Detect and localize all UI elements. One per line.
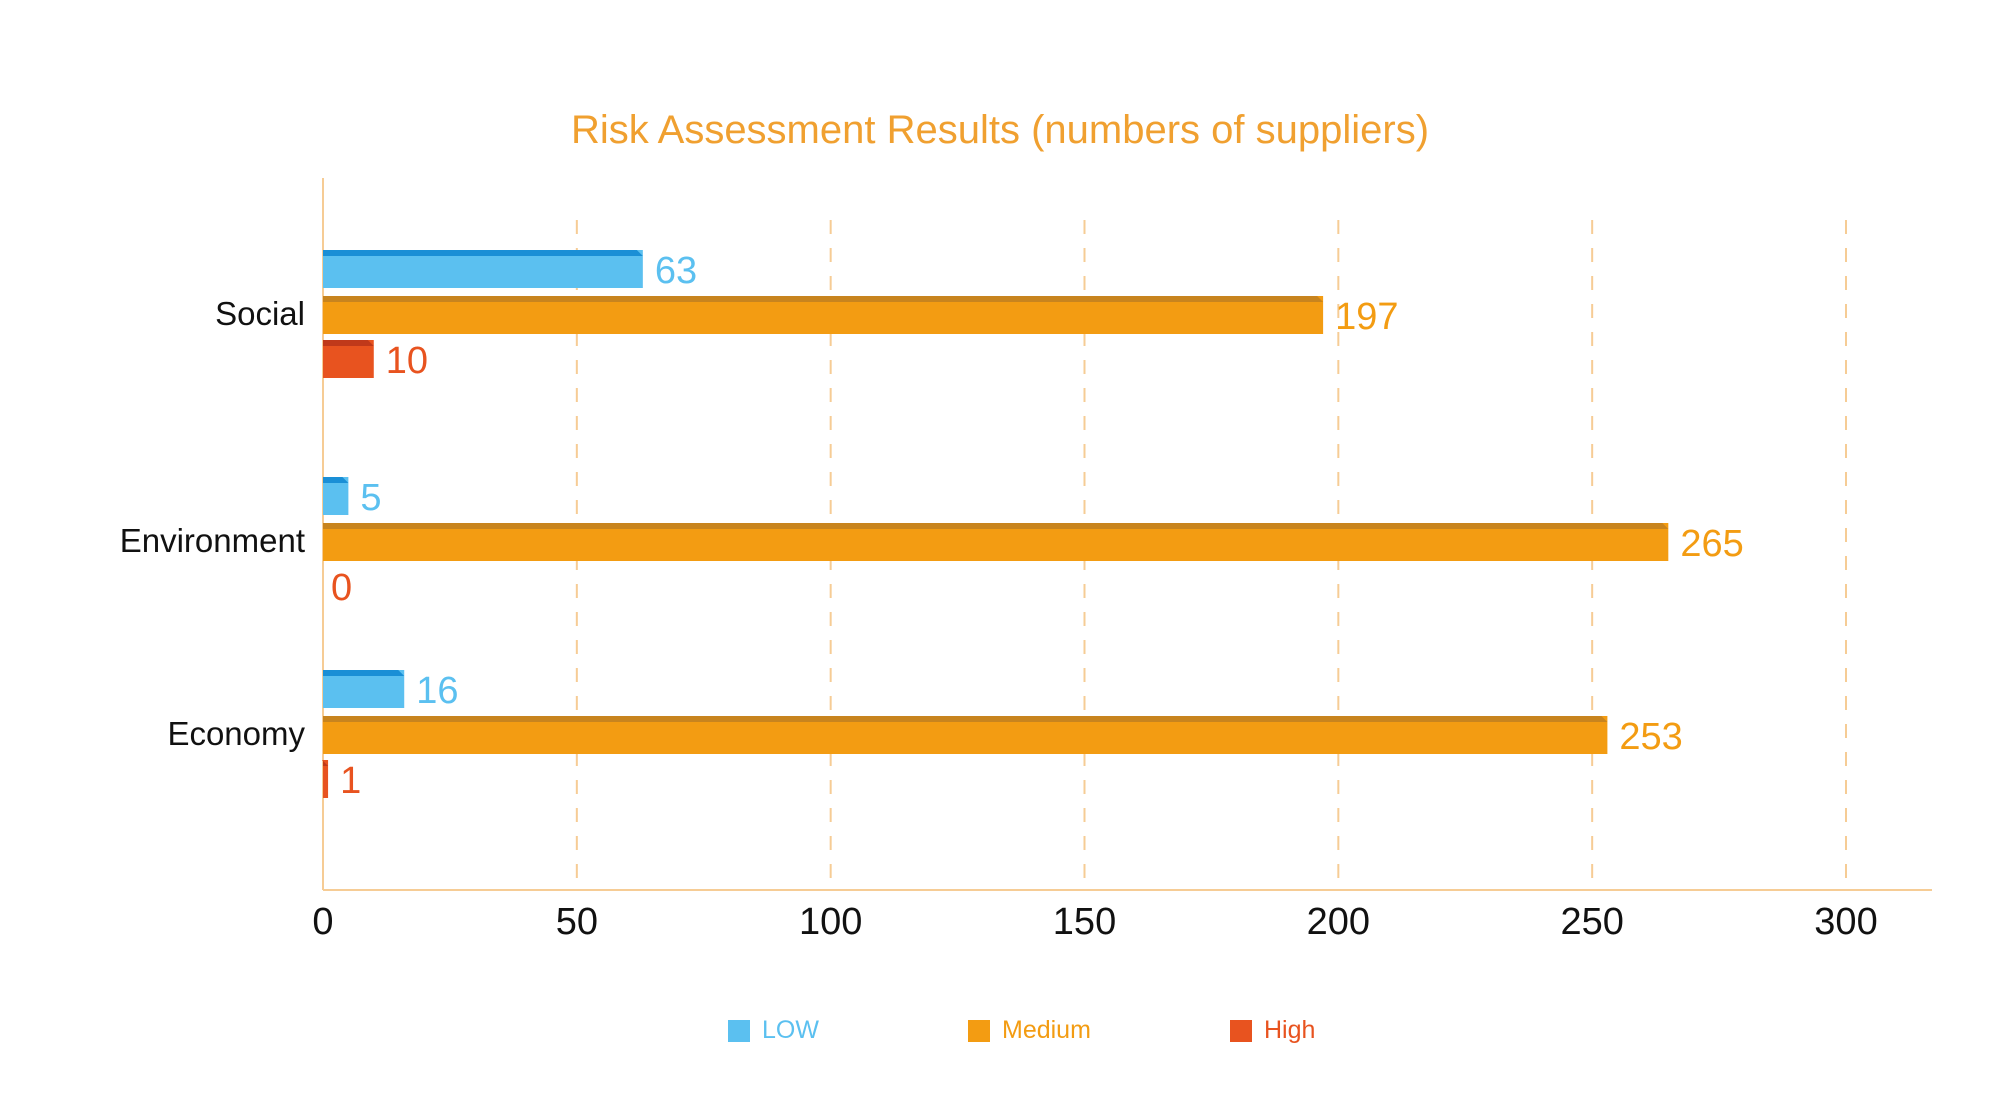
- category-label-environment: Environment: [120, 522, 305, 559]
- legend-swatch-medium: [968, 1019, 990, 1042]
- bar-top-medium-environment: [323, 523, 1669, 529]
- data-label-low-environment: 5: [360, 477, 381, 519]
- legend-swatch-high: [1230, 1019, 1252, 1042]
- bar-medium-economy: [323, 716, 1608, 754]
- x-tick-label: 100: [799, 901, 862, 943]
- bar-top-medium-social: [323, 296, 1324, 302]
- legend-swatch-low: [728, 1019, 750, 1042]
- legend-label-high: High: [1264, 1016, 1316, 1044]
- bar-top-medium-economy: [323, 716, 1608, 722]
- bar-high-economy: [323, 760, 329, 798]
- legend-item-medium: Medium: [968, 1016, 1091, 1045]
- bar-low-social: [323, 250, 643, 288]
- data-label-medium-environment: 265: [1680, 523, 1743, 565]
- bar-top-low-social: [323, 250, 643, 256]
- legend-label-low: LOW: [762, 1016, 819, 1044]
- x-tick-label: 50: [556, 901, 598, 943]
- bar-medium-social: [323, 296, 1324, 334]
- x-tick-label: 150: [1053, 901, 1116, 943]
- legend-item-low: LOW: [728, 1016, 819, 1045]
- data-label-low-social: 63: [655, 250, 697, 292]
- legend-item-high: High: [1230, 1016, 1315, 1045]
- data-label-high-social: 10: [386, 340, 428, 382]
- bar-high-social: [323, 340, 374, 378]
- legend-label-medium: Medium: [1002, 1016, 1091, 1044]
- data-label-medium-social: 197: [1335, 296, 1398, 338]
- bar-top-high-economy: [322, 760, 329, 766]
- data-label-high-environment: 0: [331, 567, 352, 609]
- chart-title: Risk Assessment Results (numbers of supp…: [570, 108, 1430, 152]
- data-label-low-economy: 16: [416, 670, 458, 712]
- data-label-medium-economy: 253: [1619, 716, 1682, 758]
- bar-top-high-social: [323, 340, 374, 346]
- bar-top-low-environment: [323, 477, 349, 483]
- data-label-high-economy: 1: [340, 760, 361, 802]
- bar-top-low-economy: [323, 670, 405, 676]
- bar-low-environment: [323, 477, 349, 515]
- x-tick-label: 300: [1814, 901, 1877, 943]
- x-tick-label: 200: [1307, 901, 1370, 943]
- labels-layer: 0 50 100 150 200 250 300SocialEnvironmentEcono…: [120, 250, 1878, 943]
- bar-medium-environment: [323, 523, 1669, 561]
- x-tick-label: 0: [312, 901, 333, 943]
- bar-low-economy: [323, 670, 405, 708]
- category-label-economy: Economy: [167, 715, 305, 752]
- bars-layer: [322, 250, 1669, 798]
- category-label-social: Social: [215, 295, 305, 332]
- x-tick-label: 250: [1560, 901, 1623, 943]
